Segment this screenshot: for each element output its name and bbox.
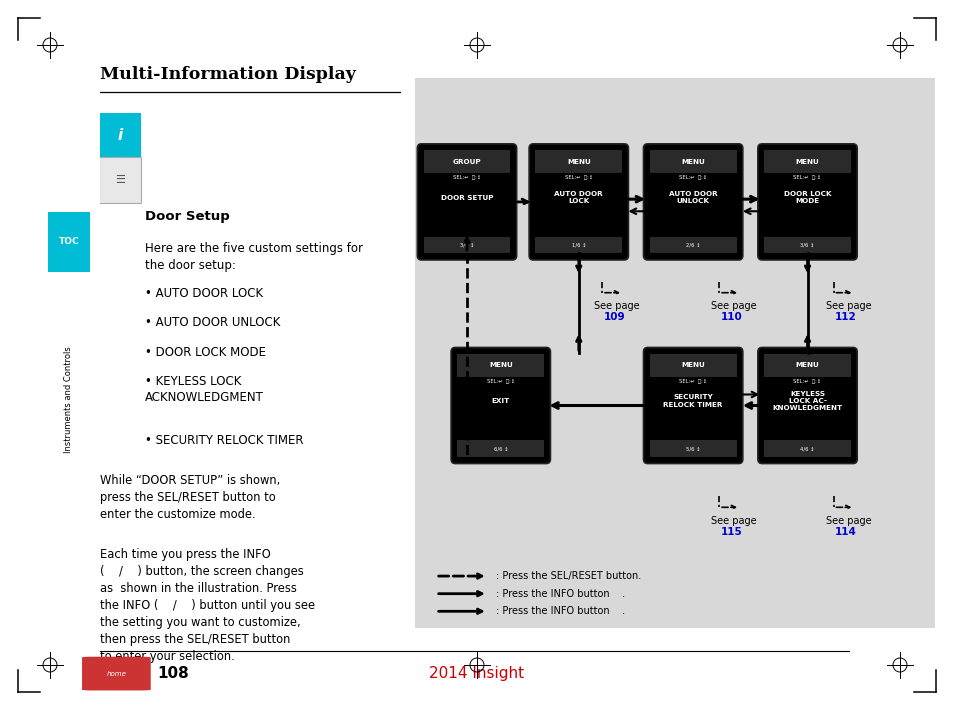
Text: • AUTO DOOR LOCK: • AUTO DOOR LOCK (145, 287, 263, 300)
Bar (535, 236, 621, 253)
Text: home: home (107, 670, 126, 677)
Text: • SECURITY RELOCK TIMER: • SECURITY RELOCK TIMER (145, 434, 303, 447)
FancyBboxPatch shape (98, 113, 141, 159)
Text: TOC: TOC (58, 237, 79, 246)
Bar (456, 440, 543, 457)
Text: GROUP: GROUP (452, 159, 481, 165)
FancyBboxPatch shape (757, 144, 857, 260)
Text: MENU: MENU (680, 159, 704, 165)
Bar (535, 151, 621, 173)
Text: KEYLESS
LOCK AC-
KNOWLEDGMENT: KEYLESS LOCK AC- KNOWLEDGMENT (772, 391, 841, 411)
Text: 4/6 ↕: 4/6 ↕ (800, 446, 814, 451)
Text: 2014 Insight: 2014 Insight (429, 666, 524, 681)
FancyBboxPatch shape (643, 144, 742, 260)
Text: Each time you press the INFO
(    /    ) button, the screen changes
as  shown in: Each time you press the INFO ( / ) butto… (100, 547, 314, 662)
Text: See page: See page (825, 301, 870, 311)
Text: 114: 114 (834, 527, 856, 537)
Text: 2/6 ↕: 2/6 ↕ (685, 243, 700, 248)
Bar (763, 354, 850, 376)
Text: i: i (117, 129, 122, 143)
Text: SEL:↵  ⓞ:↕: SEL:↵ ⓞ:↕ (679, 175, 706, 180)
Text: SEL:↵  ⓞ:↕: SEL:↵ ⓞ:↕ (453, 175, 480, 180)
Bar (423, 236, 510, 253)
Text: SEL:↵  ⓞ:↕: SEL:↵ ⓞ:↕ (486, 379, 515, 384)
Text: : Press the SEL/RESET button.: : Press the SEL/RESET button. (495, 571, 640, 581)
Text: 3/4 ↕: 3/4 ↕ (459, 243, 474, 248)
Text: DOOR LOCK
MODE: DOOR LOCK MODE (783, 191, 830, 204)
Bar (649, 151, 736, 173)
Text: Multi-Information Display: Multi-Information Display (100, 65, 355, 82)
Text: • KEYLESS LOCK
ACKNOWLEDGMENT: • KEYLESS LOCK ACKNOWLEDGMENT (145, 375, 264, 404)
FancyBboxPatch shape (451, 347, 550, 464)
Text: 109: 109 (603, 312, 625, 322)
Text: SEL:↵  ⓞ:↕: SEL:↵ ⓞ:↕ (793, 175, 821, 180)
Bar (456, 354, 543, 376)
Text: EXIT: EXIT (491, 398, 509, 404)
Text: 115: 115 (720, 527, 741, 537)
Text: Instruments and Controls: Instruments and Controls (64, 346, 73, 453)
Text: AUTO DOOR
UNLOCK: AUTO DOOR UNLOCK (668, 191, 717, 204)
Text: Door Setup: Door Setup (145, 210, 230, 223)
Bar (763, 440, 850, 457)
Text: SEL:↵  ⓞ:↕: SEL:↵ ⓞ:↕ (679, 379, 706, 384)
Text: SEL:↵  ⓞ:↕: SEL:↵ ⓞ:↕ (793, 379, 821, 384)
Text: 108: 108 (157, 666, 189, 681)
Bar (763, 151, 850, 173)
FancyBboxPatch shape (757, 347, 857, 464)
Bar (649, 354, 736, 376)
Text: MENU: MENU (488, 362, 512, 368)
FancyBboxPatch shape (415, 78, 934, 628)
Text: SEL:↵  ⓞ:↕: SEL:↵ ⓞ:↕ (564, 175, 592, 180)
Text: MENU: MENU (566, 159, 590, 165)
Text: See page: See page (594, 301, 639, 311)
FancyBboxPatch shape (98, 157, 141, 203)
Text: DOOR SETUP: DOOR SETUP (440, 195, 493, 200)
Text: See page: See page (825, 515, 870, 525)
Text: Here are the five custom settings for
the door setup:: Here are the five custom settings for th… (145, 242, 363, 273)
Text: MENU: MENU (680, 362, 704, 368)
Text: 5/6 ↕: 5/6 ↕ (685, 446, 700, 451)
Text: See page: See page (711, 515, 756, 525)
Bar (649, 236, 736, 253)
Text: : Press the INFO button    .: : Press the INFO button . (495, 589, 624, 599)
Bar (649, 440, 736, 457)
Text: ☰: ☰ (114, 175, 125, 185)
Text: 112: 112 (834, 312, 856, 322)
FancyBboxPatch shape (643, 347, 742, 464)
Bar (423, 151, 510, 173)
Text: • AUTO DOOR UNLOCK: • AUTO DOOR UNLOCK (145, 316, 280, 329)
Text: See page: See page (711, 301, 756, 311)
Bar (763, 236, 850, 253)
FancyBboxPatch shape (48, 212, 90, 271)
Text: MENU: MENU (795, 159, 819, 165)
FancyBboxPatch shape (529, 144, 628, 260)
Text: AUTO DOOR
LOCK: AUTO DOOR LOCK (554, 191, 602, 204)
FancyBboxPatch shape (416, 144, 517, 260)
Text: 3/6 ↕: 3/6 ↕ (800, 243, 814, 248)
Text: While “DOOR SETUP” is shown,
press the SEL/RESET button to
enter the customize m: While “DOOR SETUP” is shown, press the S… (100, 474, 280, 521)
Text: 1/6 ↕: 1/6 ↕ (571, 243, 585, 248)
Text: 110: 110 (720, 312, 741, 322)
Text: MENU: MENU (795, 362, 819, 368)
Text: 6/6 ↕: 6/6 ↕ (493, 446, 508, 451)
Text: SECURITY
RELOCK TIMER: SECURITY RELOCK TIMER (662, 395, 722, 408)
Text: • DOOR LOCK MODE: • DOOR LOCK MODE (145, 346, 266, 359)
FancyBboxPatch shape (82, 657, 151, 690)
Text: : Press the INFO button    .: : Press the INFO button . (495, 606, 624, 616)
